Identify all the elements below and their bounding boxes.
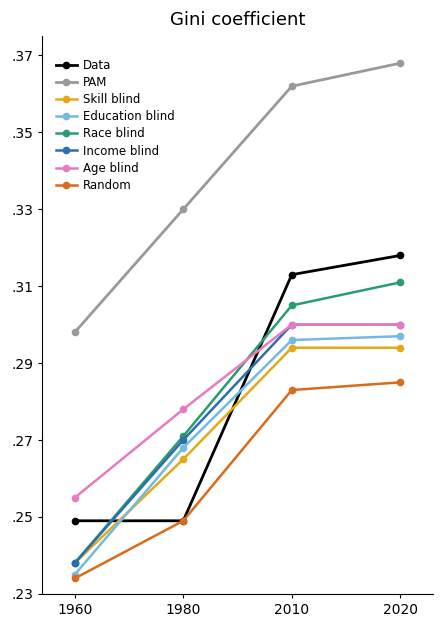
Race blind — [398, 279, 403, 286]
PAM — [72, 328, 77, 336]
Education blind — [398, 332, 403, 340]
Title: Gini coefficient: Gini coefficient — [170, 11, 305, 29]
Line: Race blind: Race blind — [71, 279, 404, 566]
Education blind — [72, 571, 77, 578]
Line: Age blind: Age blind — [71, 322, 404, 501]
Skill blind — [181, 455, 186, 463]
Education blind — [181, 444, 186, 452]
Age blind — [181, 406, 186, 413]
Line: Random: Random — [71, 379, 404, 582]
Random — [289, 386, 294, 394]
Random — [398, 379, 403, 386]
Data — [181, 517, 186, 524]
Income blind — [72, 560, 77, 567]
Income blind — [181, 436, 186, 444]
Income blind — [398, 321, 403, 328]
Line: Education blind: Education blind — [71, 333, 404, 578]
Line: Skill blind: Skill blind — [71, 345, 404, 566]
PAM — [398, 60, 403, 67]
Line: Data: Data — [71, 252, 404, 524]
Line: PAM: PAM — [71, 60, 404, 335]
Education blind — [289, 336, 294, 344]
Legend: Data, PAM, Skill blind, Education blind, Race blind, Income blind, Age blind, Ra: Data, PAM, Skill blind, Education blind,… — [56, 59, 175, 192]
Data — [72, 517, 77, 524]
Age blind — [289, 321, 294, 328]
Race blind — [72, 560, 77, 567]
PAM — [181, 205, 186, 213]
Random — [72, 575, 77, 582]
Skill blind — [289, 344, 294, 352]
Random — [181, 517, 186, 524]
Skill blind — [72, 560, 77, 567]
Line: Income blind: Income blind — [71, 322, 404, 566]
Income blind — [289, 321, 294, 328]
Data — [289, 271, 294, 278]
Age blind — [72, 494, 77, 502]
Race blind — [181, 433, 186, 440]
Age blind — [398, 321, 403, 328]
Skill blind — [398, 344, 403, 352]
Data — [398, 252, 403, 259]
PAM — [289, 82, 294, 90]
Race blind — [289, 301, 294, 309]
